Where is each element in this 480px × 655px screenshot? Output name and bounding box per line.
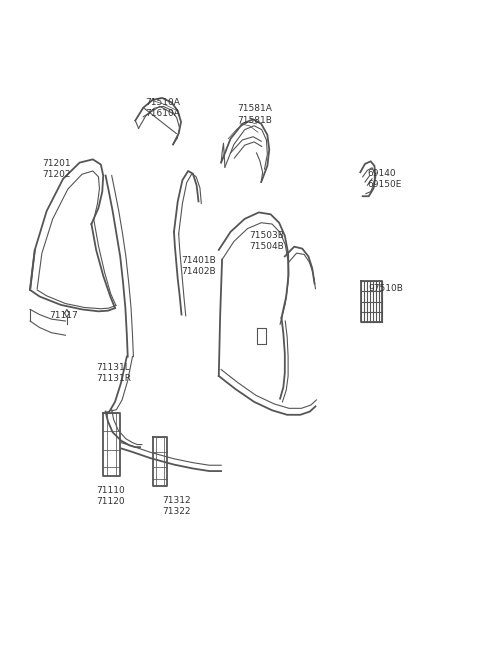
Text: 71312
71322: 71312 71322 [162,496,191,515]
Text: 71581A
71581B: 71581A 71581B [238,104,273,124]
Text: 71117: 71117 [49,311,78,320]
Text: 71110
71120: 71110 71120 [96,486,125,506]
Text: 71503B
71504B: 71503B 71504B [250,231,284,251]
Text: 71131L
71131R: 71131L 71131R [96,363,131,383]
Text: 71201
71202: 71201 71202 [42,159,71,179]
Text: 69140
69150E: 69140 69150E [367,169,402,189]
Text: 71510A
71610A: 71510A 71610A [145,98,180,118]
Text: 71401B
71402B: 71401B 71402B [181,256,216,276]
Text: 97510B: 97510B [369,284,404,293]
